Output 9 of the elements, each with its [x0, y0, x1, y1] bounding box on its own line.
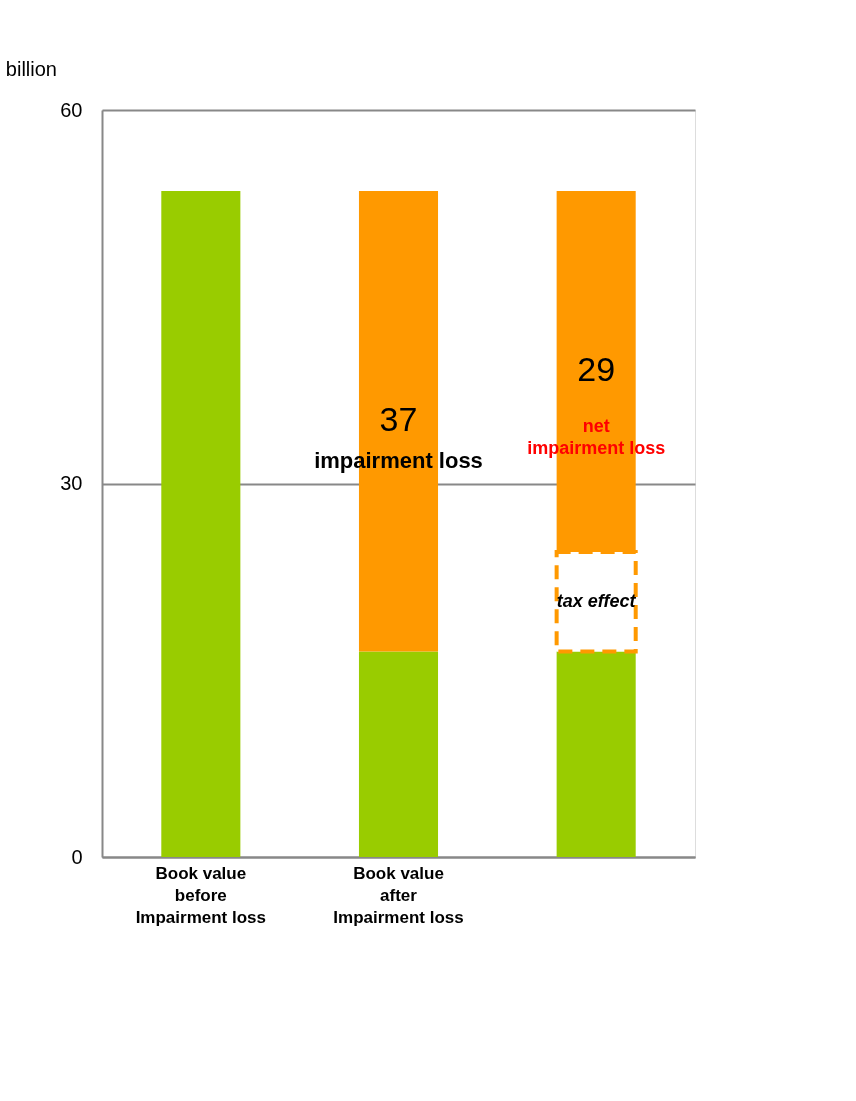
x-tick-label: Book value after Impairment loss [333, 863, 464, 927]
y-axis-title: billion [5, 58, 57, 80]
x-tick-label: Book value before Impairment loss [135, 863, 267, 927]
data-label: 29 [577, 350, 616, 389]
data-label: 37 [379, 400, 418, 439]
y-tick-label: 60 [60, 98, 83, 121]
annotation: tax effect [556, 590, 637, 611]
y-tick-label: 30 [60, 472, 83, 494]
y-tick-label: 0 [71, 845, 83, 868]
